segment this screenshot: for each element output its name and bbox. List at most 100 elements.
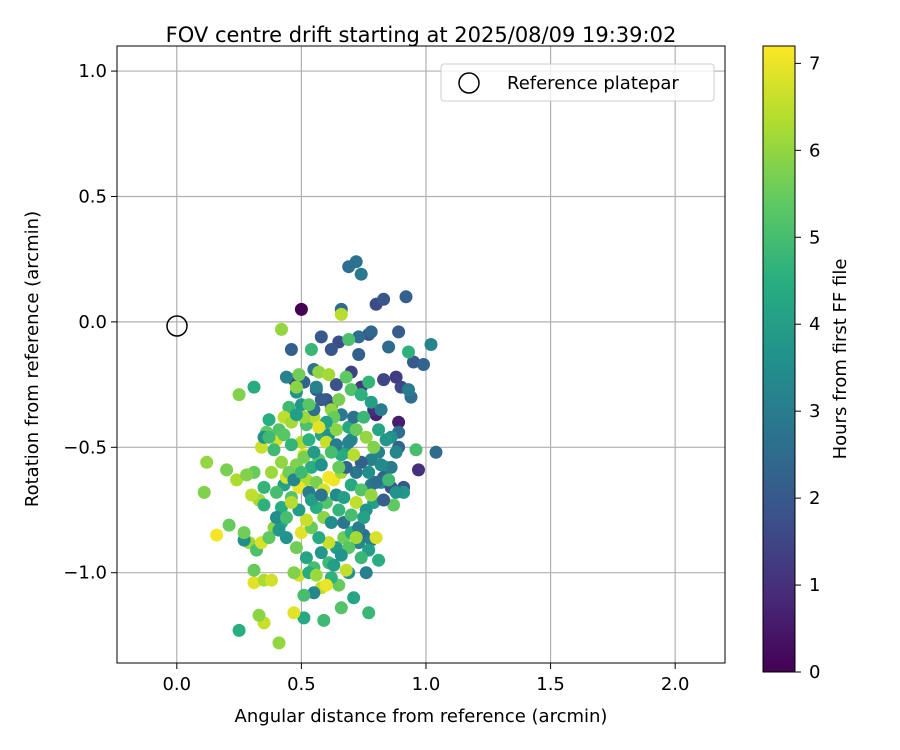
data-point — [247, 563, 261, 577]
data-point — [307, 586, 321, 600]
data-point — [319, 435, 333, 449]
data-point — [220, 463, 234, 477]
data-point — [232, 623, 246, 637]
data-point — [384, 460, 398, 474]
data-point — [329, 423, 343, 437]
data-point — [279, 370, 293, 384]
data-point — [342, 333, 356, 346]
data-point — [312, 531, 326, 545]
data-point — [354, 267, 368, 281]
colorbar: 0 1 2 3 4 5 6 7 Hours from first FF file — [762, 45, 851, 683]
data-point — [352, 330, 366, 344]
data-point — [349, 423, 363, 437]
data-point — [364, 325, 378, 339]
data-point — [349, 496, 363, 509]
y-axis-ticks: −1.0 −0.5 0.0 0.5 1.0 — [63, 61, 117, 584]
legend-box — [440, 63, 715, 102]
legend: Reference platepar — [440, 63, 715, 102]
data-point — [354, 551, 368, 565]
data-point — [272, 523, 286, 537]
data-point — [387, 498, 401, 512]
data-point — [382, 340, 396, 354]
data-point — [322, 470, 336, 484]
colorbar-tick-label: 3 — [809, 401, 820, 422]
data-point — [339, 370, 353, 384]
data-point — [349, 255, 363, 269]
data-point — [289, 380, 303, 394]
data-point — [267, 443, 281, 457]
data-point — [382, 473, 396, 487]
reference-platepar-marker — [166, 315, 188, 337]
data-point — [402, 345, 415, 359]
data-point — [312, 420, 326, 434]
data-point — [322, 368, 336, 382]
data-point — [377, 493, 391, 507]
colorbar-tick-label: 7 — [809, 53, 820, 74]
data-point — [429, 445, 443, 459]
colorbar-gradient — [762, 45, 796, 673]
data-point — [197, 485, 211, 499]
data-point — [334, 448, 348, 462]
colorbar-ticks: 0 1 2 3 4 5 6 7 — [795, 53, 820, 683]
data-point — [342, 435, 356, 449]
data-point — [347, 591, 361, 605]
data-point — [344, 508, 358, 522]
data-point — [312, 365, 326, 379]
data-point — [389, 370, 403, 384]
data-point — [245, 488, 259, 502]
data-point — [364, 488, 378, 502]
data-point — [392, 325, 406, 339]
colorbar-label: Hours from first FF file — [830, 259, 851, 460]
data-point — [262, 531, 276, 545]
data-point — [265, 465, 278, 479]
data-point — [324, 445, 338, 459]
data-point — [240, 468, 254, 482]
x-tick-label: 2.0 — [661, 674, 690, 695]
data-point — [302, 398, 316, 412]
data-point — [364, 395, 378, 409]
data-point — [344, 478, 358, 492]
data-point — [257, 498, 271, 512]
data-point — [262, 413, 276, 427]
data-point — [289, 408, 303, 422]
data-point — [222, 518, 236, 532]
data-point — [354, 483, 368, 497]
legend-label: Reference platepar — [507, 73, 679, 94]
data-point — [364, 453, 378, 467]
colorbar-tick-label: 0 — [809, 662, 820, 683]
data-point — [377, 373, 391, 387]
data-point — [324, 343, 338, 356]
x-tick-label: 0.5 — [287, 674, 316, 695]
data-point — [247, 380, 261, 394]
data-point — [402, 383, 415, 397]
data-point — [349, 465, 363, 479]
data-point — [237, 526, 251, 540]
x-tick-label: 0.0 — [162, 674, 191, 695]
colorbar-tick-label: 2 — [809, 488, 820, 509]
data-point — [304, 343, 318, 356]
data-point — [319, 578, 333, 592]
data-point — [329, 378, 343, 392]
data-point — [275, 501, 288, 514]
data-point — [317, 613, 331, 627]
data-point — [200, 455, 214, 469]
data-point — [255, 440, 268, 454]
data-point — [294, 465, 308, 479]
y-axis-label: Rotation from reference (arcmin) — [22, 211, 43, 507]
data-point — [357, 511, 371, 524]
data-point — [399, 290, 413, 304]
data-point — [367, 440, 381, 454]
colorbar-tick-label: 4 — [809, 314, 820, 335]
data-point — [275, 322, 288, 336]
data-point — [314, 546, 328, 560]
data-point — [327, 558, 341, 572]
data-point — [354, 388, 368, 402]
data-point — [299, 513, 313, 527]
data-point — [314, 458, 328, 472]
data-point — [372, 423, 386, 437]
data-point — [409, 443, 423, 457]
colorbar-tick-label: 6 — [809, 140, 820, 161]
data-point — [332, 460, 346, 474]
data-point — [389, 445, 403, 459]
